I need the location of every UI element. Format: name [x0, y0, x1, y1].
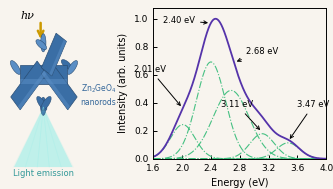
Ellipse shape [36, 40, 47, 50]
Ellipse shape [61, 60, 72, 70]
Ellipse shape [41, 97, 46, 115]
Y-axis label: Intensity (arb. units): Intensity (arb. units) [119, 33, 129, 133]
Text: 3.47 eV: 3.47 eV [290, 100, 330, 138]
Ellipse shape [41, 34, 46, 52]
Polygon shape [14, 107, 73, 167]
Text: 2.40 eV: 2.40 eV [163, 16, 207, 25]
Polygon shape [18, 71, 47, 110]
Ellipse shape [41, 96, 51, 110]
Polygon shape [20, 65, 67, 84]
Ellipse shape [37, 96, 47, 110]
Ellipse shape [10, 60, 21, 74]
Polygon shape [49, 39, 67, 76]
Text: 2.68 eV: 2.68 eV [237, 47, 278, 61]
Polygon shape [41, 33, 67, 76]
Polygon shape [20, 79, 67, 84]
Text: 2.01 eV: 2.01 eV [134, 65, 180, 105]
Polygon shape [11, 61, 47, 110]
X-axis label: Energy (eV): Energy (eV) [211, 178, 268, 188]
Polygon shape [41, 71, 70, 110]
Ellipse shape [67, 60, 78, 74]
Text: Light emission: Light emission [13, 169, 74, 178]
Text: Zn$_2$GeO$_4$
nanorods: Zn$_2$GeO$_4$ nanorods [81, 82, 116, 107]
Text: 3.11 eV: 3.11 eV [221, 100, 259, 129]
Polygon shape [41, 61, 77, 110]
Text: hν: hν [20, 12, 34, 22]
